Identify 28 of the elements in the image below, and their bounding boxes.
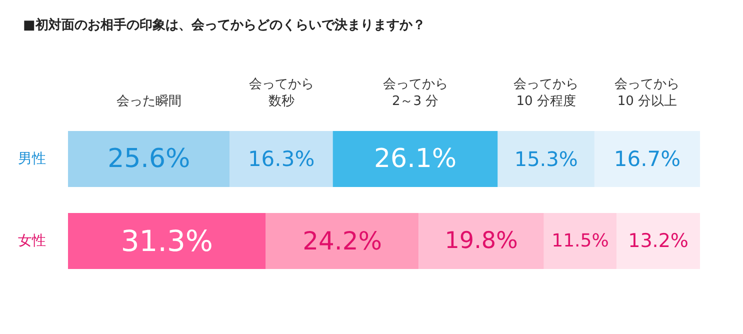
series-label: 会ってから10 分程度	[514, 77, 579, 109]
data-label: 25.6%	[108, 144, 190, 174]
chart-title: ■初対面のお相手の印象は、会ってからどのくらいで決まりますか？	[23, 17, 426, 33]
data-label: 13.2%	[628, 230, 688, 252]
data-label: 16.3%	[248, 147, 315, 171]
data-label: 16.7%	[614, 147, 681, 171]
series-label: 会ってから数秒	[248, 77, 314, 109]
y-tick-label: 女性	[18, 233, 46, 249]
bar	[418, 213, 544, 269]
bar	[68, 213, 266, 269]
series-label: 会ってから2～3 分	[382, 77, 448, 109]
series-label: 会った瞬間	[116, 94, 182, 109]
series-label: 会ってから10 分以上	[614, 77, 680, 109]
data-label: 11.5%	[552, 230, 609, 252]
bar	[266, 213, 419, 269]
data-label: 24.2%	[302, 226, 382, 256]
bar	[68, 131, 230, 187]
data-label: 26.1%	[374, 144, 457, 174]
y-tick-label: 男性	[18, 151, 46, 167]
data-label: 15.3%	[514, 147, 578, 171]
bar	[594, 131, 700, 187]
data-label: 19.8%	[444, 228, 518, 254]
bar	[332, 131, 498, 187]
bar	[544, 213, 617, 269]
data-label: 31.3%	[120, 224, 213, 258]
bar	[616, 213, 700, 269]
bar	[498, 131, 594, 187]
bar	[230, 131, 333, 187]
